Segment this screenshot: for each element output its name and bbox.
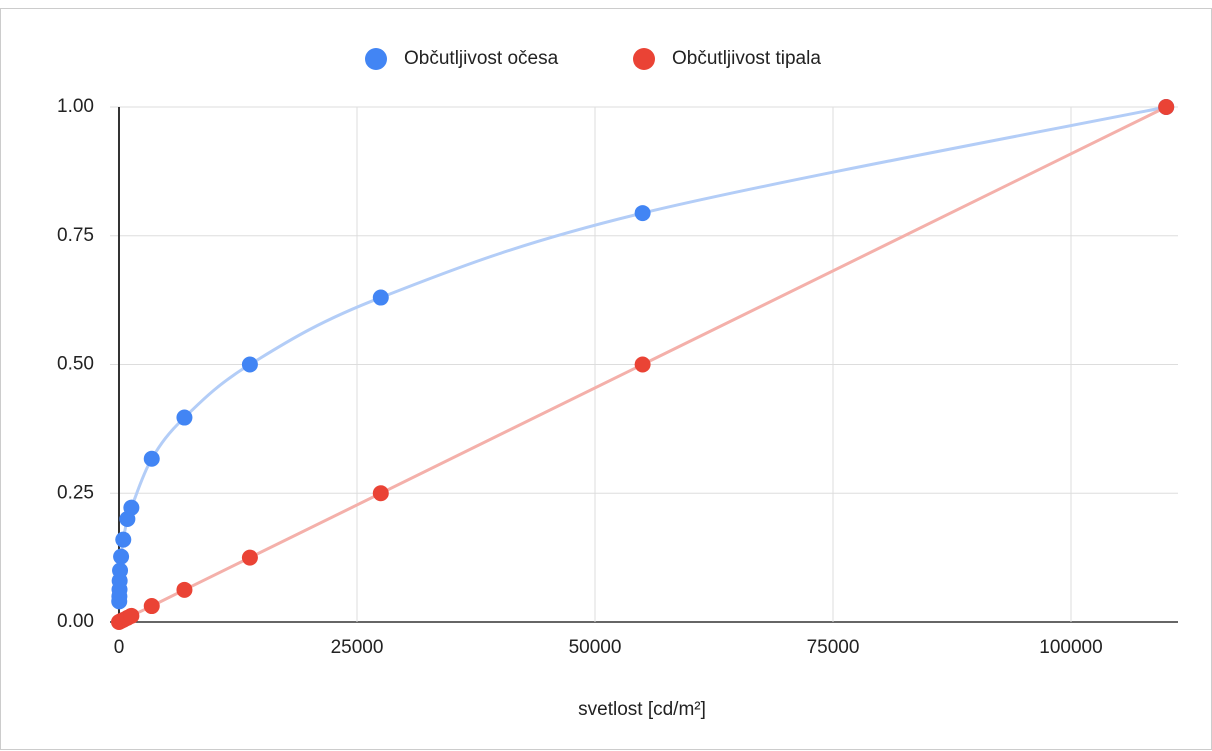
point xyxy=(113,548,130,565)
point xyxy=(634,205,651,222)
point xyxy=(176,409,193,426)
point xyxy=(112,562,129,579)
point xyxy=(1158,99,1175,115)
point xyxy=(372,485,389,502)
point xyxy=(372,289,389,306)
legend-label: Občutljivost tipala xyxy=(672,48,821,69)
point xyxy=(634,356,651,373)
point xyxy=(123,607,140,624)
point xyxy=(241,549,258,566)
legend-marker xyxy=(365,48,387,70)
x-axis-title: svetlost [cd/m²] xyxy=(578,699,706,720)
point xyxy=(143,598,160,615)
y-tick-label: 0.50 xyxy=(57,354,94,375)
x-tick-label: 75000 xyxy=(807,637,860,658)
point xyxy=(123,499,140,516)
legend-label: Občutljivost očesa xyxy=(404,48,559,69)
x-tick-label: 0 xyxy=(114,637,125,658)
y-tick-label: 0.00 xyxy=(57,611,94,632)
x-tick-label: 50000 xyxy=(569,637,622,658)
y-tick-label: 0.25 xyxy=(57,482,94,503)
frame xyxy=(0,8,1212,750)
y-tick-label: 1.00 xyxy=(57,96,94,117)
point xyxy=(143,450,160,467)
legend-marker xyxy=(633,48,655,70)
point xyxy=(115,531,132,548)
x-tick-label: 25000 xyxy=(331,637,384,658)
point xyxy=(176,581,193,598)
x-tick-label: 100000 xyxy=(1039,637,1102,658)
y-tick-label: 0.75 xyxy=(57,225,94,246)
point xyxy=(241,356,258,373)
